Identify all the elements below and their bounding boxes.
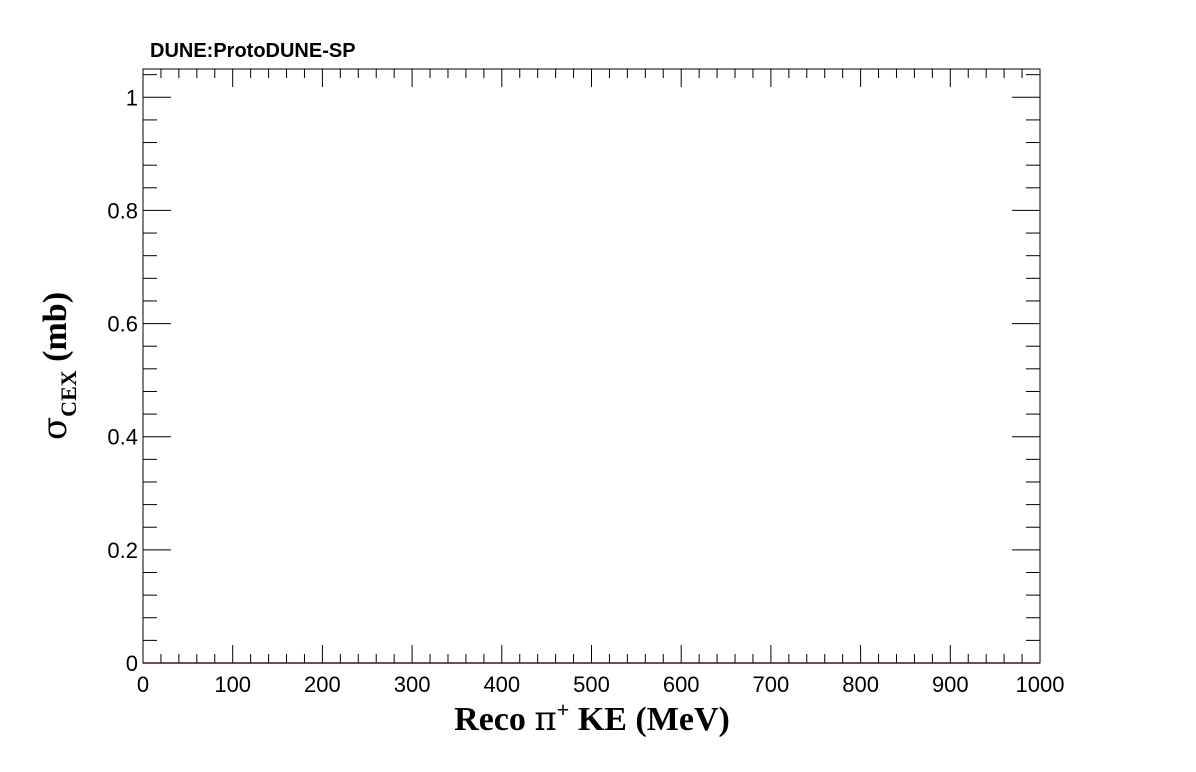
x-axis-title: Reco π+ KE (MeV) xyxy=(454,697,730,739)
y-tick-label: 0.8 xyxy=(107,198,138,223)
plot-frame xyxy=(142,68,1041,664)
x-tick-label: 800 xyxy=(842,672,879,697)
y-tick-label: 0.6 xyxy=(107,312,138,337)
x-tick-label: 300 xyxy=(394,672,431,697)
x-tick-label: 500 xyxy=(573,672,610,697)
y-tick-label: 0.2 xyxy=(107,538,138,563)
chart-title: DUNE:ProtoDUNE-SP xyxy=(150,40,356,62)
x-tick-label: 400 xyxy=(483,672,520,697)
x-tick-label: 0 xyxy=(137,672,149,697)
x-tick-label: 900 xyxy=(932,672,969,697)
x-tick-label: 1000 xyxy=(1016,672,1065,697)
y-tick-label: 0 xyxy=(126,651,138,676)
y-tick-label: 1 xyxy=(126,85,138,110)
y-tick-labels: 0 0.2 0.4 0.6 0.8 1 xyxy=(107,85,138,676)
axis-ticks xyxy=(142,69,1041,664)
x-tick-label: 100 xyxy=(214,672,251,697)
x-tick-label: 700 xyxy=(753,672,790,697)
y-axis-title: σCEX (mb) xyxy=(35,292,81,440)
y-tick-label: 0.4 xyxy=(107,425,138,450)
x-tick-label: 200 xyxy=(304,672,341,697)
x-tick-labels: 0 100 200 300 400 500 600 700 800 900 1000 xyxy=(137,672,1065,697)
x-tick-label: 600 xyxy=(663,672,700,697)
